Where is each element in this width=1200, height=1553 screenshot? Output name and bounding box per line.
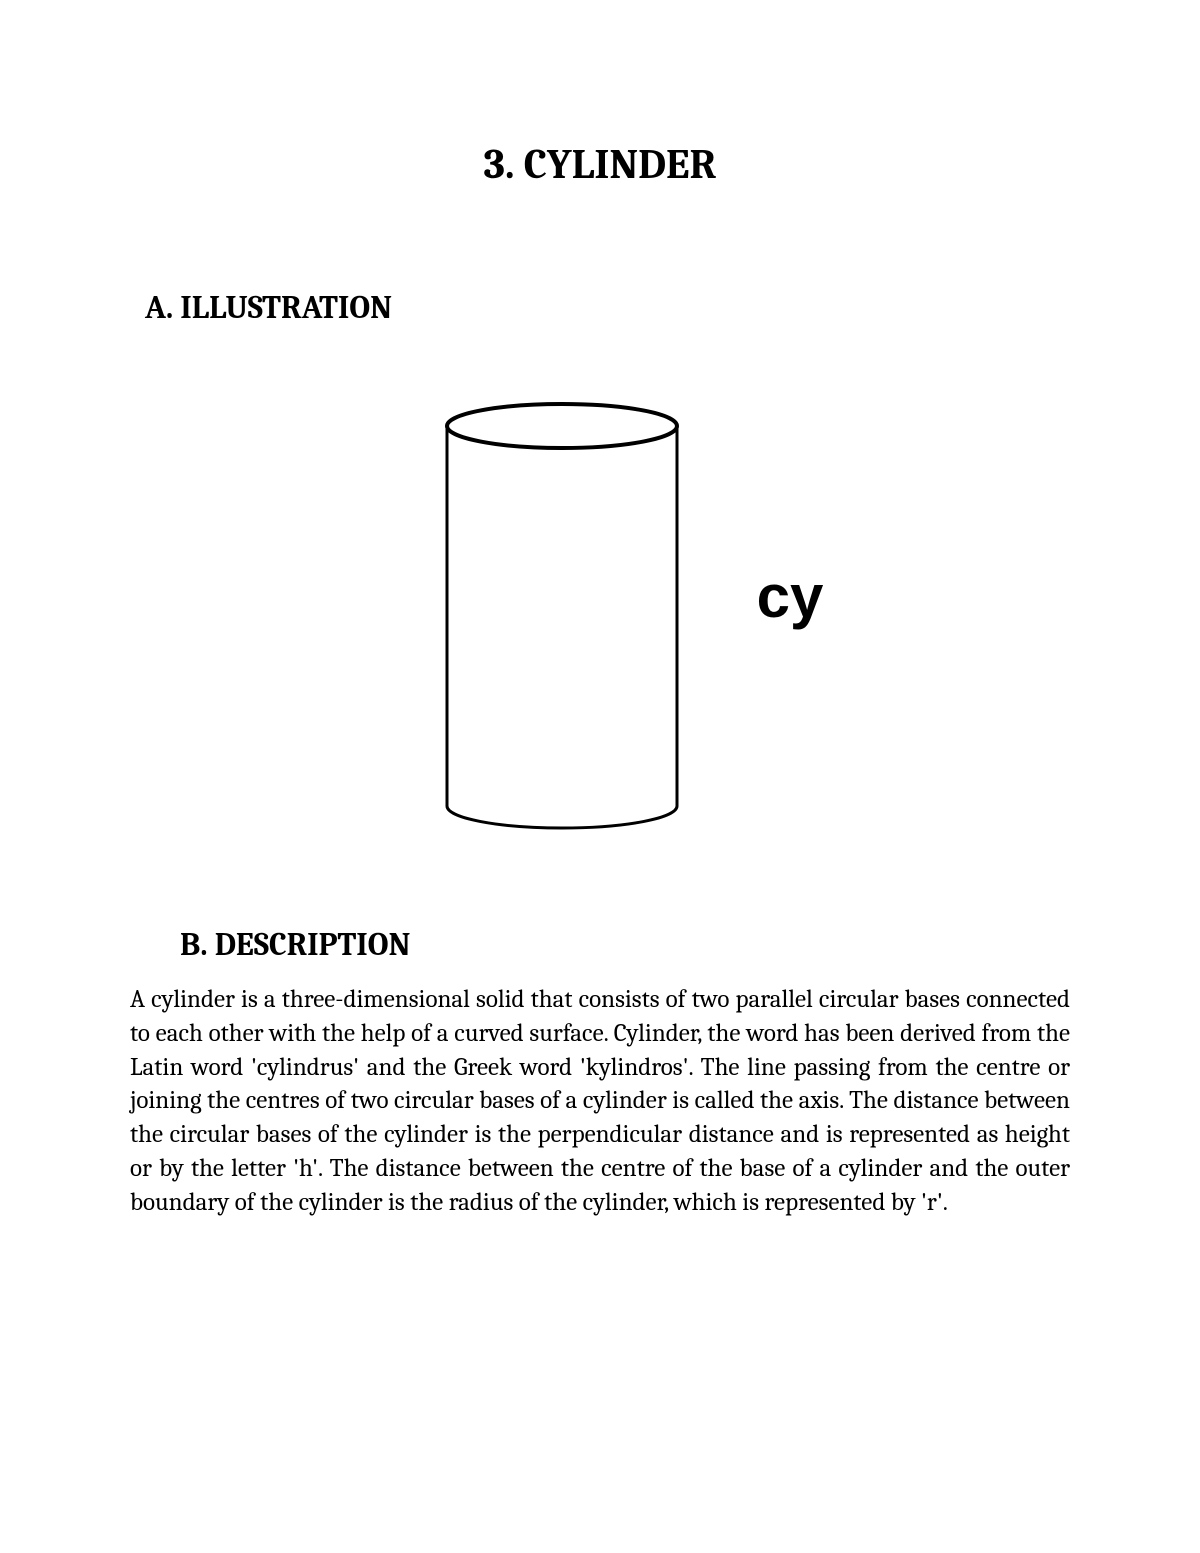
page-title: 3. CYLINDER [130, 140, 1070, 189]
section-heading-illustration: A. ILLUSTRATION [145, 289, 1070, 326]
description-paragraph: A cylinder is a three-dimensional solid … [130, 983, 1070, 1219]
cylinder-label: cy [757, 562, 824, 631]
cylinder-diagram [437, 396, 687, 836]
section-heading-description: B. DESCRIPTION [180, 926, 1070, 963]
illustration-container: cy [130, 396, 1070, 836]
